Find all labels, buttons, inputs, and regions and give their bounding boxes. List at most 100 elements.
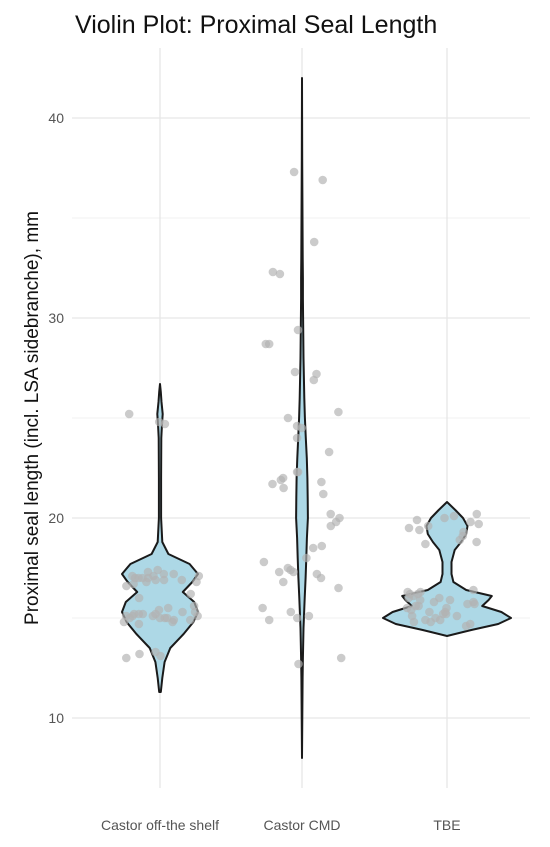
data-point xyxy=(283,413,293,423)
data-point xyxy=(438,609,448,619)
data-point xyxy=(292,433,302,443)
data-point xyxy=(275,269,285,279)
data-point xyxy=(461,621,471,631)
y-axis-label: Proximal seal length (incl. LSA sidebran… xyxy=(22,211,43,625)
data-point xyxy=(290,367,300,377)
data-point xyxy=(156,651,165,661)
data-point xyxy=(316,573,326,583)
y-tick-label: 30 xyxy=(48,310,64,326)
data-point xyxy=(289,567,298,577)
data-point xyxy=(412,515,422,525)
data-point xyxy=(264,615,274,625)
data-point xyxy=(186,615,195,625)
data-point xyxy=(440,513,449,523)
data-point xyxy=(134,593,144,603)
data-point xyxy=(268,479,277,489)
data-point xyxy=(143,567,153,577)
data-point xyxy=(308,543,318,553)
data-point xyxy=(309,375,319,385)
data-point xyxy=(276,475,286,485)
data-point xyxy=(194,571,204,581)
data-point xyxy=(286,607,296,617)
x-tick-label: TBE xyxy=(433,817,460,833)
data-point xyxy=(334,407,343,417)
data-point xyxy=(261,339,271,349)
data-point xyxy=(129,579,138,589)
data-point xyxy=(294,659,303,669)
data-point xyxy=(425,607,434,617)
data-point xyxy=(415,525,424,535)
data-point xyxy=(163,603,173,613)
data-point xyxy=(469,585,478,595)
data-point xyxy=(259,557,269,567)
data-point xyxy=(159,575,169,585)
data-point xyxy=(472,537,481,547)
data-point xyxy=(297,423,307,433)
data-point xyxy=(463,599,472,609)
data-point xyxy=(470,599,479,609)
data-point xyxy=(293,613,302,623)
data-point xyxy=(445,595,455,605)
tick-labels: 10 20 30 40 Castor off-the shelf Castor CMD TB… xyxy=(48,110,460,833)
y-tick-label: 10 xyxy=(48,710,64,726)
data-point xyxy=(125,613,134,623)
data-point xyxy=(452,611,462,621)
data-point xyxy=(317,477,326,487)
data-point xyxy=(289,167,299,177)
data-point xyxy=(336,653,346,663)
data-point xyxy=(189,601,199,611)
data-point xyxy=(169,569,178,579)
y-tick-label: 40 xyxy=(48,110,64,126)
data-point xyxy=(124,409,134,419)
data-point xyxy=(304,611,314,621)
data-point xyxy=(411,601,421,611)
data-point xyxy=(186,589,195,599)
data-point xyxy=(402,603,412,613)
data-point xyxy=(455,535,465,545)
data-point xyxy=(293,325,303,335)
data-point xyxy=(274,567,284,577)
data-point xyxy=(153,565,162,575)
data-point xyxy=(466,517,475,527)
data-point xyxy=(429,597,439,607)
data-point xyxy=(193,611,202,621)
data-point xyxy=(421,539,430,549)
data-point xyxy=(178,607,187,617)
data-point xyxy=(472,509,482,519)
data-point xyxy=(317,541,327,551)
data-point xyxy=(423,521,433,531)
data-point xyxy=(326,521,336,531)
data-point xyxy=(258,603,267,613)
data-point xyxy=(128,571,137,581)
data-point xyxy=(292,467,302,477)
data-point xyxy=(404,523,414,533)
chart-title: Violin Plot: Proximal Seal Length xyxy=(75,11,437,39)
data-point xyxy=(143,573,153,583)
data-point xyxy=(318,175,328,185)
data-point xyxy=(122,653,131,663)
data-point xyxy=(415,595,425,605)
data-point xyxy=(302,553,311,563)
data-point xyxy=(122,581,131,591)
data-point xyxy=(159,569,169,579)
data-point xyxy=(134,619,144,629)
data-point xyxy=(268,267,278,277)
data-point xyxy=(279,577,288,587)
jitter-points xyxy=(119,167,484,669)
data-point xyxy=(151,575,160,585)
violin-shape xyxy=(295,77,309,759)
violin-shape xyxy=(121,383,199,693)
data-point xyxy=(449,511,459,521)
data-point xyxy=(326,509,336,519)
data-point xyxy=(135,649,144,659)
x-tick-label: Castor CMD xyxy=(263,817,340,833)
data-point xyxy=(169,615,179,625)
data-point xyxy=(177,575,187,585)
data-point xyxy=(160,613,170,623)
data-point xyxy=(409,617,419,627)
data-point xyxy=(279,483,288,493)
data-point xyxy=(426,617,436,627)
data-point xyxy=(324,447,334,457)
data-point xyxy=(319,489,328,499)
